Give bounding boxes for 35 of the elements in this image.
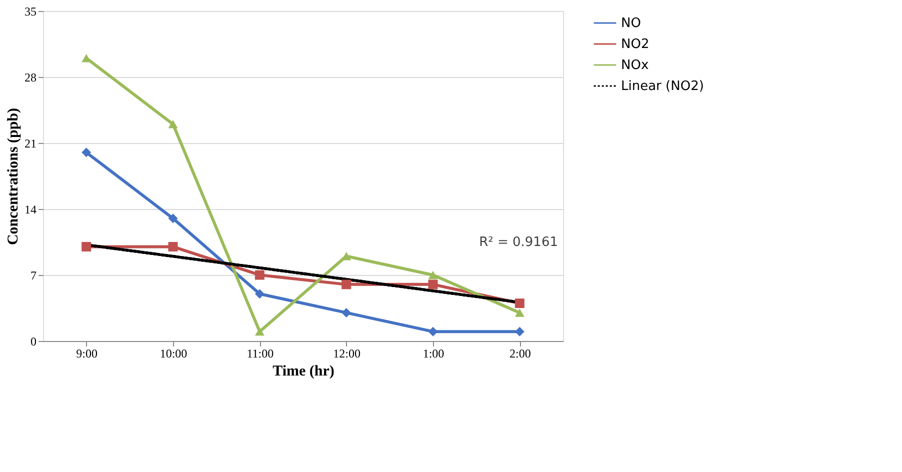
- point: [514, 326, 524, 336]
- point: [254, 289, 264, 299]
- point: [514, 308, 524, 317]
- point: [342, 308, 352, 318]
- point: [168, 214, 178, 224]
- x-tick-label: 9:00: [76, 346, 98, 360]
- point: [254, 327, 264, 336]
- x-tick-label: 10:00: [160, 346, 188, 360]
- point: [168, 242, 178, 252]
- point: [428, 270, 438, 280]
- y-tick-label: 35: [24, 4, 36, 18]
- point: [428, 326, 438, 336]
- point: [514, 298, 524, 308]
- legend-label: NO2: [621, 37, 650, 52]
- legend-label: NOx: [621, 58, 649, 73]
- legend-label: NO: [621, 16, 641, 31]
- point: [82, 242, 92, 252]
- y-axis-title: Concentrations (ppb): [6, 108, 22, 246]
- y-tick-label: 0: [30, 334, 36, 348]
- point: [82, 148, 92, 158]
- legend-label: Linear (NO2): [621, 79, 704, 94]
- point: [254, 270, 264, 280]
- y-tick-label: 21: [24, 136, 36, 150]
- x-tick-label: 2:00: [509, 346, 531, 360]
- y-tick-label: 7: [30, 268, 36, 282]
- y-tick-label: 14: [24, 202, 36, 216]
- point: [428, 280, 438, 290]
- x-axis-title: Time (hr): [272, 364, 334, 380]
- point: [342, 280, 352, 290]
- annotation: R² = 0.9161: [479, 235, 558, 250]
- y-tick-label: 28: [24, 70, 36, 84]
- x-tick-label: 12:00: [333, 346, 361, 360]
- x-tick-label: 11:00: [246, 346, 274, 360]
- x-tick-label: 1:00: [422, 346, 444, 360]
- point: [168, 120, 178, 128]
